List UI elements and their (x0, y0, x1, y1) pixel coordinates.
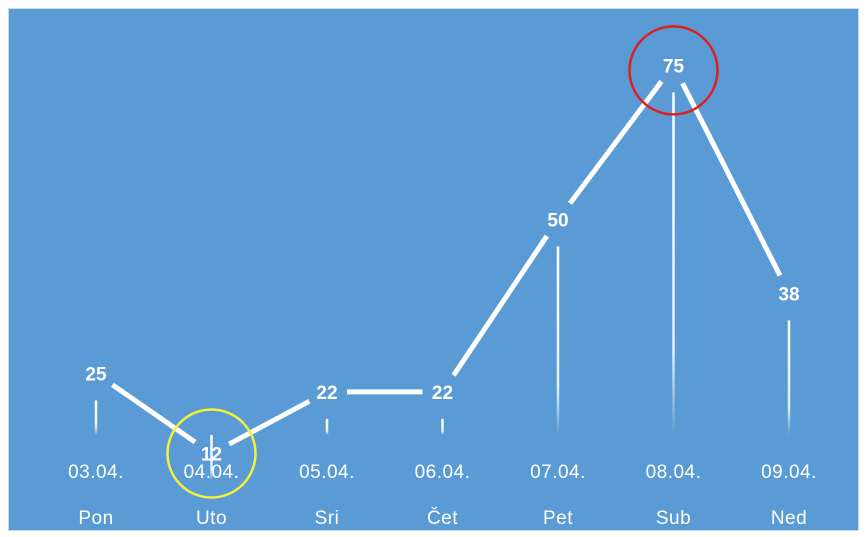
x-tick-day-5: Pet (543, 508, 573, 529)
x-tick-day-4: Čet (427, 507, 458, 529)
x-tick-date-0704: 07.04. (530, 462, 586, 483)
data-labels: 25 12 22 22 50 75 38 (85, 56, 799, 465)
line-segment-6 (680, 82, 783, 277)
x-tick-day-6: Sub (656, 508, 691, 529)
series-line (111, 79, 783, 447)
x-tick-date-0304: 03.04. (68, 462, 124, 483)
data-label-0504: 22 (316, 383, 337, 404)
x-tick-day-2: Uto (196, 508, 227, 529)
data-label-0404: 12 (201, 444, 222, 465)
line-segment-4 (451, 234, 549, 377)
x-tick-date-0604: 06.04. (415, 462, 471, 483)
drop-lines (94, 92, 791, 481)
x-tick-date-0904: 09.04. (761, 462, 817, 483)
x-tick-day-1: Pon (78, 508, 113, 529)
x-tick-date-0404: 04.04. (184, 462, 240, 483)
x-tick-day-3: Sri (315, 508, 340, 529)
line-segment-1 (111, 382, 197, 445)
data-label-0704: 50 (547, 210, 568, 231)
data-label-0304: 25 (85, 364, 107, 385)
x-tick-day-7: Ned (771, 508, 807, 529)
data-label-0604: 22 (432, 383, 453, 404)
x-tick-date-0504: 05.04. (299, 462, 355, 483)
line-segment-2 (227, 399, 311, 447)
data-label-0904: 38 (778, 284, 799, 305)
highlight-markers (166, 25, 719, 499)
line-segment-5 (568, 79, 664, 205)
max-highlight-circle (628, 25, 719, 116)
min-highlight-circle (166, 408, 257, 499)
data-label-0804: 75 (663, 56, 685, 77)
x-tick-date-0804: 08.04. (646, 462, 702, 483)
chart-area (8, 8, 859, 531)
x-axis: 03.04. Pon 04.04. Uto 05.04. Sri 06.04. Čet 07.0… (68, 462, 817, 529)
